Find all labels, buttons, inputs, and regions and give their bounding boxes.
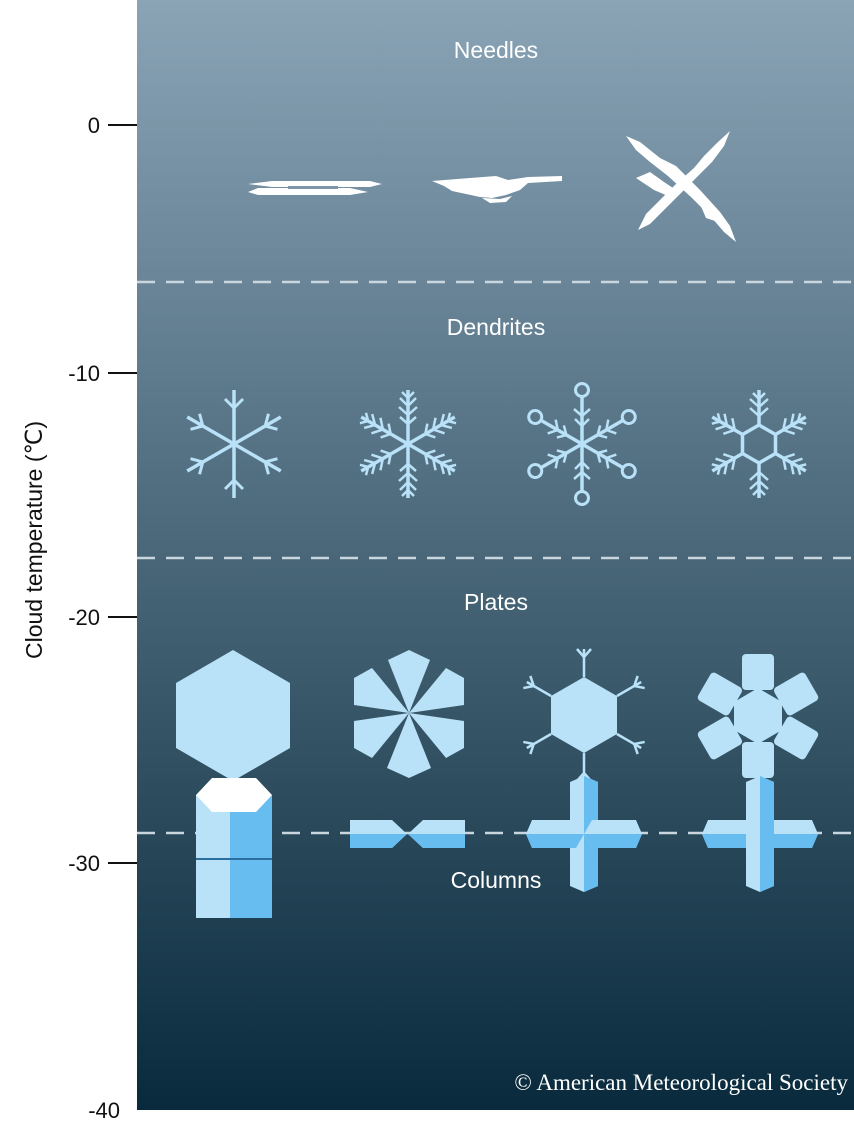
hexagonal-plate-crystal <box>176 650 290 781</box>
lobed-plate-crystal <box>697 654 819 778</box>
sectored-plate-crystal <box>354 650 464 778</box>
tick-label-minus30: -30 <box>68 851 100 876</box>
background-panel <box>137 0 854 1110</box>
temperature-axis: 0 -10 -20 -30 -40 Cloud temperature (℃) <box>21 113 137 1123</box>
bullet-rosette-crystal <box>526 776 642 892</box>
needle-crystal <box>248 181 382 195</box>
tick-label-minus10: -10 <box>68 361 100 386</box>
band-label-columns: Columns <box>451 867 542 893</box>
needles-group <box>248 131 736 242</box>
tick-label-minus40: -40 <box>88 1098 120 1123</box>
band-label-dendrites: Dendrites <box>447 314 545 340</box>
plates-group <box>176 647 819 783</box>
axis-title: Cloud temperature (℃) <box>21 421 47 659</box>
dendrites-group <box>180 381 813 507</box>
dendrite-crystal <box>705 388 813 500</box>
tick-label-minus20: -20 <box>68 605 100 630</box>
hexagonal-column-crystal <box>196 778 272 918</box>
columns-group <box>196 776 818 918</box>
band-label-plates: Plates <box>464 589 528 615</box>
bullet-pair-crystal <box>350 820 465 848</box>
copyright-notice: © American Meteorological Society <box>514 1070 848 1095</box>
tick-label-0: 0 <box>88 113 100 138</box>
crossed-needle-crystal <box>626 131 736 242</box>
stellar-plate-crystal <box>522 647 646 783</box>
cross-column-crystal <box>702 776 818 892</box>
column-top-face <box>196 778 272 812</box>
needle-crystal <box>432 176 562 203</box>
band-label-needles: Needles <box>454 37 538 63</box>
